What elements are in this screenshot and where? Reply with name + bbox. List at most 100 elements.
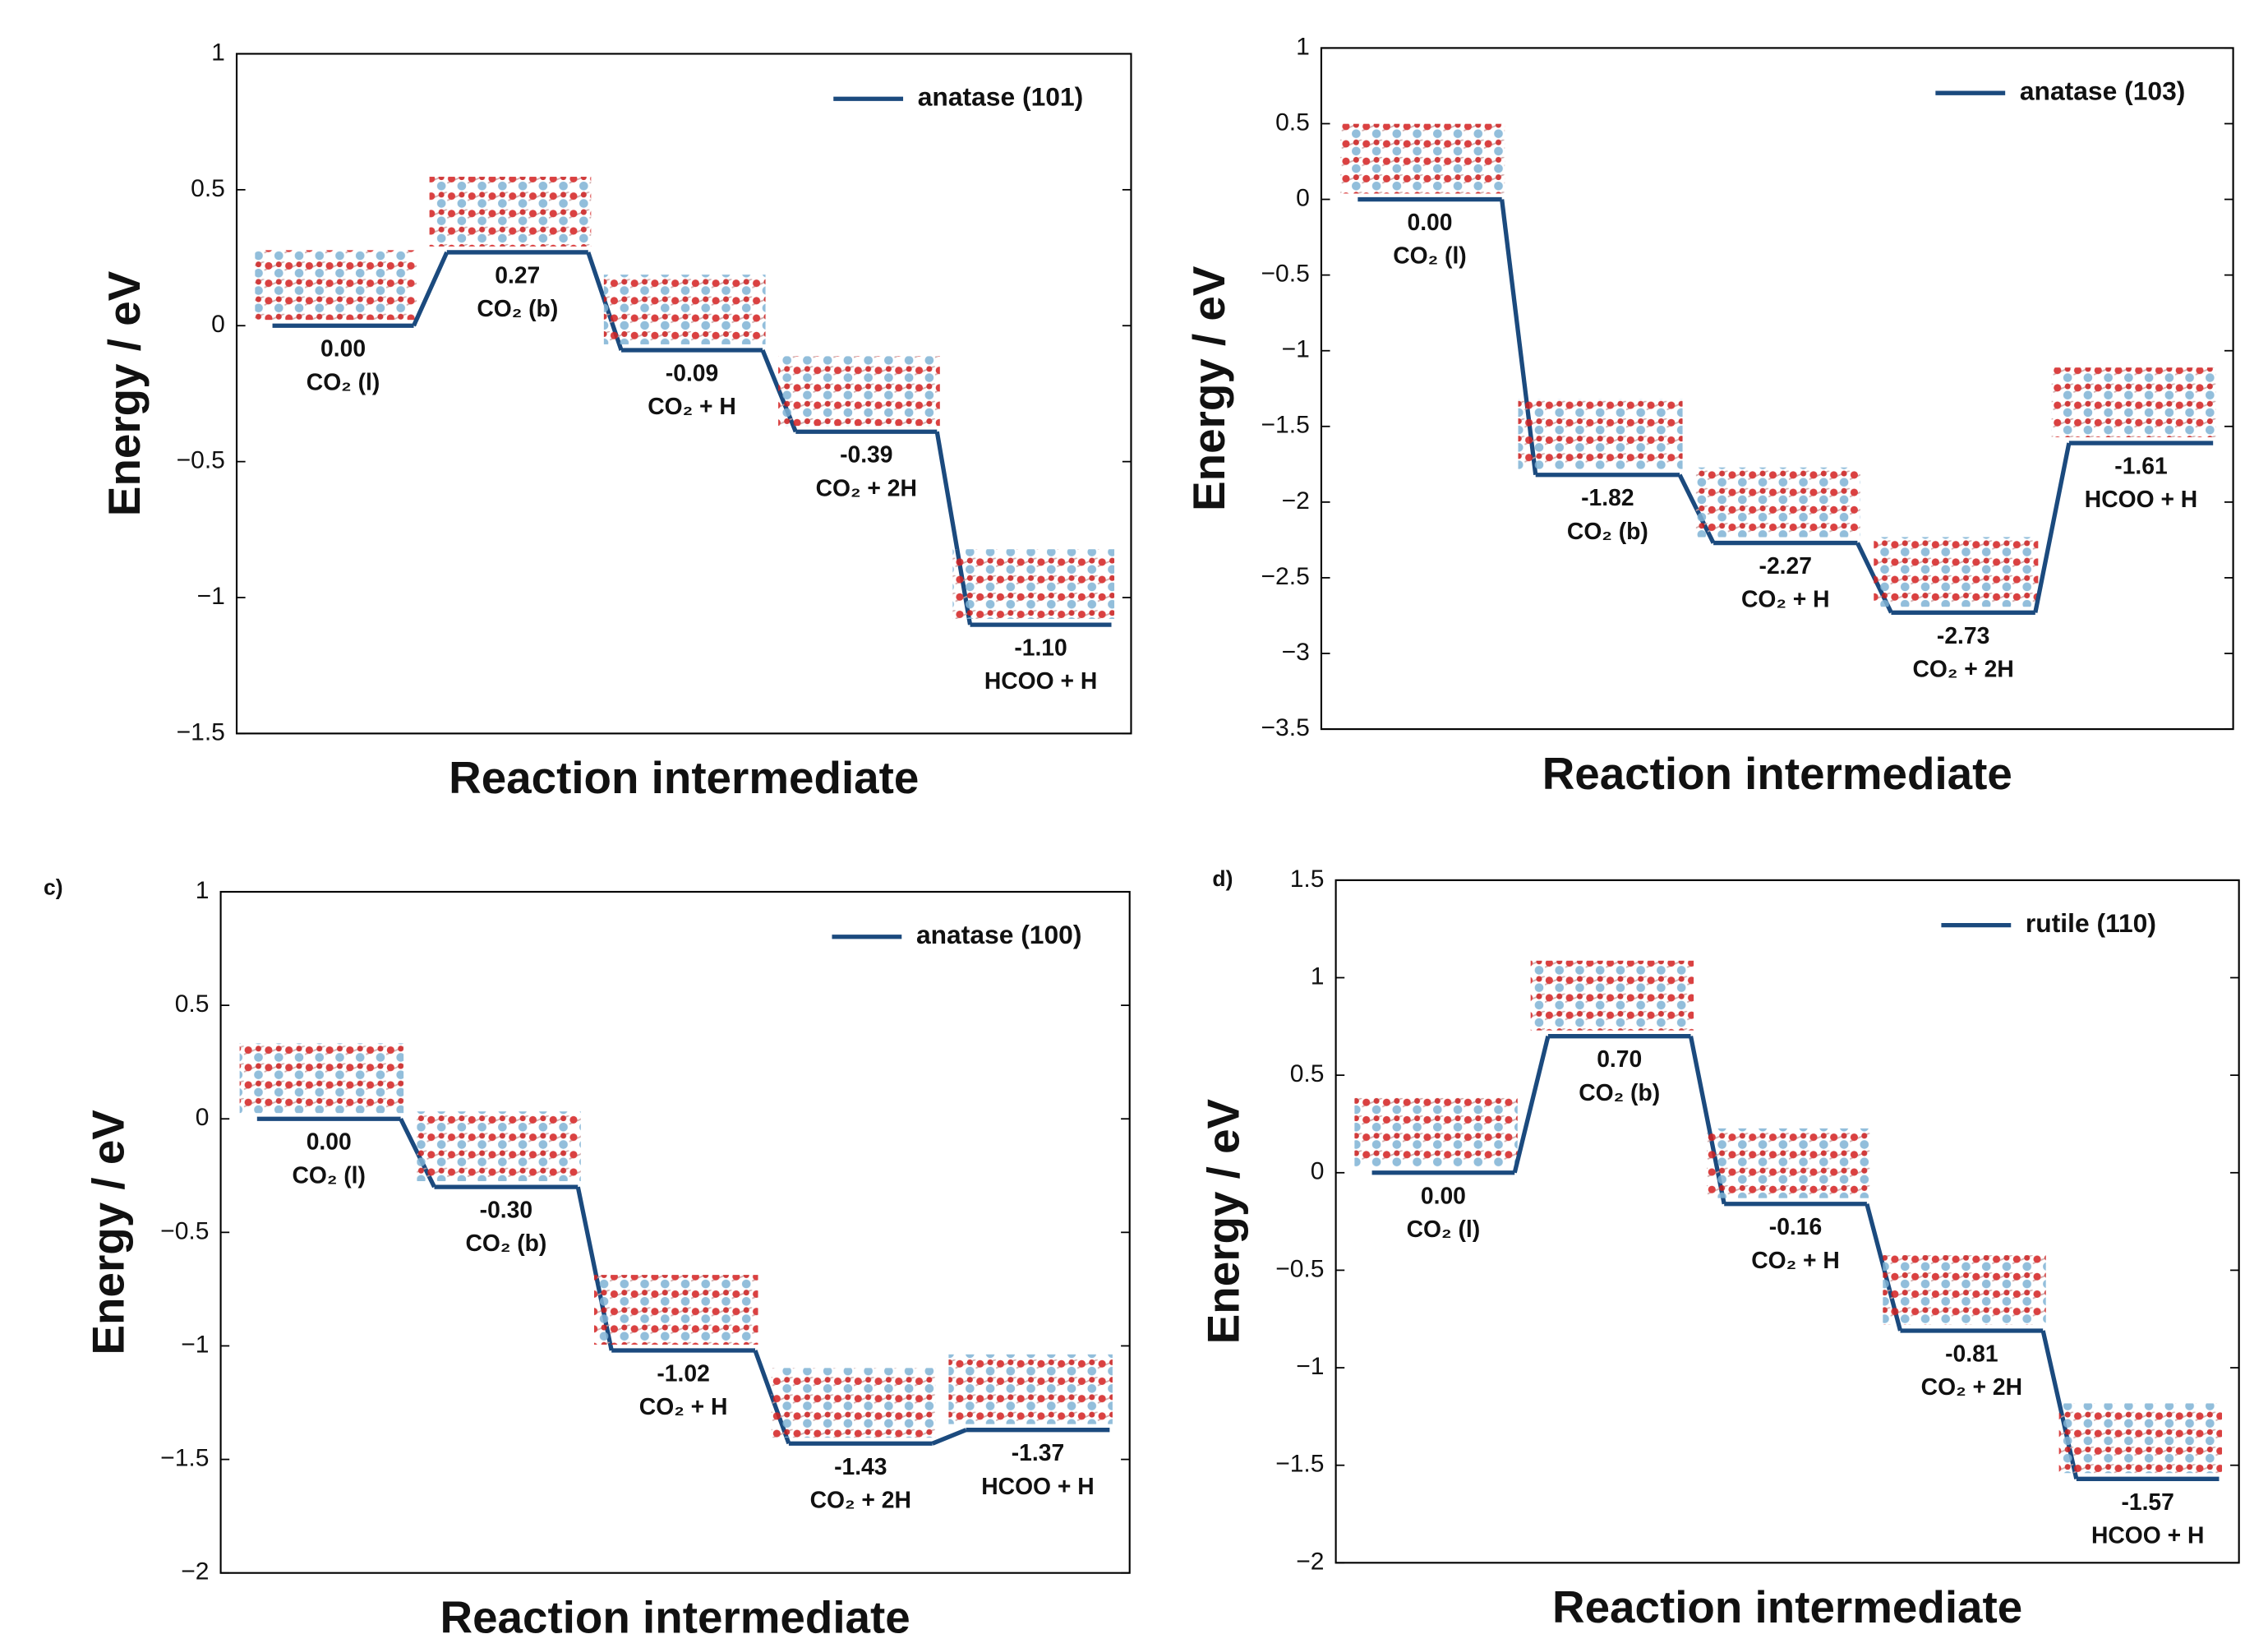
plot-frame <box>235 53 1132 735</box>
y-tick-label: −3 <box>1282 639 1310 666</box>
y-tick-label: −0.5 <box>177 447 225 474</box>
value-label: -1.61 <box>2114 453 2167 479</box>
structure-illustration <box>417 1111 581 1182</box>
category-label: CO₂ + 2H <box>816 474 917 501</box>
structure-illustration <box>239 1043 404 1114</box>
y-tick-label: −2 <box>1282 487 1310 515</box>
structure-illustration <box>1874 537 2039 607</box>
y-tick-label: 0.5 <box>191 175 225 202</box>
connector <box>931 1428 967 1446</box>
value-label: -0.81 <box>1945 1340 1998 1366</box>
category-label: HCOO + H <box>981 1473 1094 1499</box>
structure-illustration <box>778 356 940 427</box>
connector <box>412 251 449 327</box>
category-label: CO₂ (l) <box>307 368 380 395</box>
y-tick-label: 0 <box>211 311 225 338</box>
y-axis-label: Energy / eV <box>83 1110 134 1355</box>
category-label: HCOO + H <box>2091 1521 2204 1548</box>
category-label: HCOO + H <box>2085 486 2197 512</box>
category-label: CO₂ (b) <box>1579 1079 1660 1105</box>
y-tick-label: −1 <box>197 583 225 610</box>
value-label: -1.02 <box>657 1360 709 1387</box>
x-axis-label: Reaction intermediate <box>1542 748 2012 799</box>
value-label: -0.16 <box>1769 1213 1822 1239</box>
category-label: CO₂ + H <box>1741 586 1830 612</box>
category-label: CO₂ + H <box>639 1393 728 1419</box>
legend-label: rutile (110) <box>2026 908 2156 938</box>
value-label: -0.39 <box>840 441 892 468</box>
y-tick-label: 0.5 <box>1275 108 1310 136</box>
y-tick-label: 0 <box>1296 184 1310 211</box>
plot-frame <box>219 890 1131 1574</box>
y-tick-label: −2 <box>1296 1548 1324 1575</box>
value-label: -2.73 <box>1937 622 1989 649</box>
y-tick-label: −1 <box>1296 1353 1324 1380</box>
value-label: -2.27 <box>1759 552 1812 579</box>
structure-illustration <box>1530 960 1694 1031</box>
y-tick-label: −3.5 <box>1261 714 1310 741</box>
y-axis-label: Energy / eV <box>99 270 150 516</box>
y-tick-label: −1.5 <box>1261 412 1310 439</box>
y-tick-label: 1 <box>1311 962 1325 990</box>
category-label: CO₂ (b) <box>465 1230 546 1256</box>
category-label: CO₂ (b) <box>477 295 558 321</box>
value-label: -1.37 <box>1012 1439 1064 1466</box>
structure-illustration <box>948 1354 1113 1424</box>
category-label: CO₂ + H <box>1751 1247 1840 1273</box>
structure-illustration <box>771 1368 936 1438</box>
structure-illustration <box>594 1275 758 1345</box>
structure-illustration <box>255 250 417 321</box>
panel-label: c) <box>44 875 63 899</box>
category-label: CO₂ + 2H <box>1912 655 2013 681</box>
value-label: -0.30 <box>480 1197 532 1223</box>
connector <box>1512 1036 1551 1174</box>
plot-frame <box>1320 47 2234 731</box>
value-label: 0.00 <box>320 335 366 362</box>
structure-illustration <box>2058 1403 2223 1474</box>
value-label: 0.70 <box>1597 1045 1642 1072</box>
category-label: CO₂ (l) <box>1393 242 1467 269</box>
y-tick-label: 0 <box>196 1104 210 1131</box>
plot-frame <box>1335 879 2240 1564</box>
x-axis-label: Reaction intermediate <box>440 1591 910 1634</box>
panel-label: d) <box>1212 866 1233 891</box>
value-label: -1.43 <box>834 1453 887 1479</box>
y-tick-label: 0.5 <box>1290 1060 1325 1087</box>
value-label: 0.27 <box>495 261 540 288</box>
y-tick-label: −1 <box>1282 336 1310 363</box>
category-label: CO₂ (b) <box>1567 518 1648 544</box>
y-axis-label: Energy / eV <box>1198 1098 1249 1344</box>
x-axis-label: Reaction intermediate <box>449 752 919 803</box>
value-label: 0.00 <box>307 1129 352 1155</box>
panels: 1 0.5 0 −0.5 −1 −1.5 Energy / eV Reaction inter… <box>44 33 2240 1634</box>
y-tick-label: 1 <box>211 39 225 66</box>
structure-illustration <box>1883 1255 2046 1325</box>
y-tick-label: 1.5 <box>1290 865 1325 893</box>
y-tick-label: −1.5 <box>1275 1451 1324 1478</box>
structure-illustration <box>1518 399 1683 469</box>
y-tick-label: −2.5 <box>1261 563 1310 590</box>
structure-illustration <box>1695 467 1860 538</box>
x-axis-label: Reaction intermediate <box>1552 1581 2022 1632</box>
y-tick-label: −1.5 <box>160 1445 209 1472</box>
value-label: -1.10 <box>1014 635 1067 661</box>
value-label: 0.00 <box>1421 1182 1466 1208</box>
value-label: -1.57 <box>2121 1489 2174 1515</box>
structure-illustration <box>429 177 592 247</box>
category-label: CO₂ + 2H <box>1921 1373 2022 1400</box>
legend-label: anatase (100) <box>916 920 1081 949</box>
y-tick-label: −0.5 <box>160 1217 209 1244</box>
structure-illustration <box>1706 1128 1870 1198</box>
structure-illustration <box>1340 123 1505 194</box>
structure-illustration <box>2051 367 2216 437</box>
y-tick-label: 0.5 <box>175 990 210 1018</box>
y-axis-label: Energy / eV <box>1183 265 1234 511</box>
y-tick-label: −0.5 <box>1261 261 1310 288</box>
value-label: -1.82 <box>1581 484 1634 510</box>
y-tick-label: 1 <box>196 877 210 904</box>
legend-label: anatase (103) <box>2020 76 2186 106</box>
legend-label: anatase (101) <box>918 82 1083 112</box>
y-tick-label: −1 <box>181 1331 209 1358</box>
category-label: CO₂ + 2H <box>810 1486 911 1512</box>
y-tick-label: 0 <box>1311 1158 1325 1185</box>
